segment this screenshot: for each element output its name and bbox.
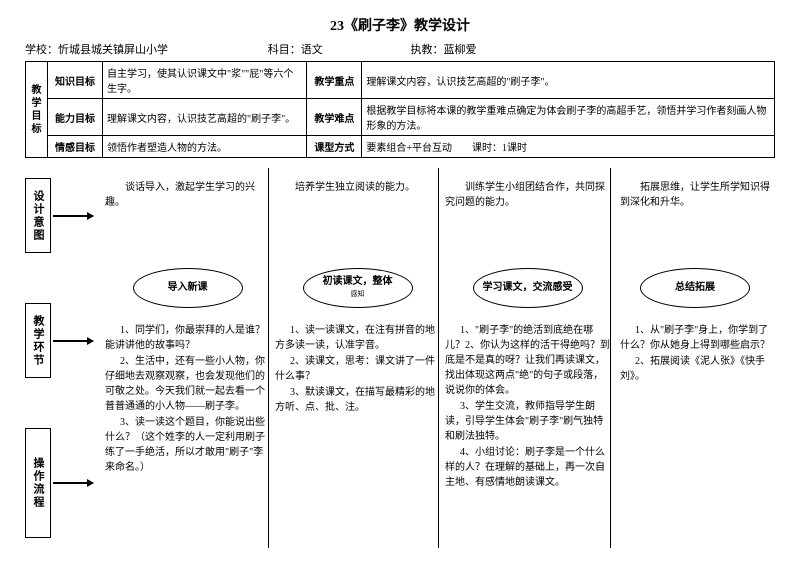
intent-text: 培养学生独立阅读的能力。 — [275, 168, 440, 248]
ops-item: 2、拓展阅读《泥人张》《快手刘》。 — [620, 354, 770, 384]
ops-item: 1、读一读课文，在注有拼音的地方多读一读，认准字音。 — [275, 323, 440, 353]
r2-label2: 教学难点 — [307, 99, 362, 136]
r3-content2: 要素组合+平台互动 课时：1课时 — [362, 136, 775, 158]
ops-item: 4、小组讨论：刷子李是一个什么样的人？在理解的基础上，再一次自主地、有感情地朗读… — [445, 445, 610, 490]
r3-label: 情感目标 — [48, 136, 103, 158]
r1-content: 自主学习，使其认识课文中"浆""屁"等六个生字。 — [103, 62, 307, 99]
phase-ellipse: 导入新课 — [133, 268, 243, 308]
r3-content: 领悟作者塑造人物的方法。 — [103, 136, 307, 158]
ops-item: 3、学生交流，教师指导学生朗读，引导学生体会"刷子李"刷气独特和刷法独特。 — [445, 399, 610, 444]
flow-area: 设计意图 教学环节 操作流程 谈话导入，激起学生学习的兴趣。 导入新课 1、同学… — [25, 168, 775, 548]
goals-table: 教学目标 知识目标 自主学习，使其认识课文中"浆""屁"等六个生字。 教学重点 … — [25, 61, 775, 158]
ops-item: 1、从"刷子李"身上，你学到了什么？你从她身上得到哪些启示？ — [620, 323, 770, 353]
arrow-icon — [53, 482, 93, 484]
subject: 科目：语文 — [268, 41, 408, 57]
meta-row: 学校：忻城县城关镇屏山小学 科目：语文 执教：蓝柳爱 — [25, 41, 775, 57]
r2-content: 理解课文内容，认识技艺高超的"刷子李"。 — [103, 99, 307, 136]
column-4: 拓展思维，让学生所学知识得到深化和升华。 总结拓展 1、从"刷子李"身上，你学到… — [620, 168, 770, 385]
teacher: 执教：蓝柳爱 — [411, 41, 551, 57]
column-1: 谈话导入，激起学生学习的兴趣。 导入新课 1、同学们，你最崇拜的人是谁？能讲讲他… — [105, 168, 270, 476]
arrow-icon — [53, 215, 93, 217]
intent-text: 训练学生小组团结合作，共同探究问题的能力。 — [445, 168, 610, 248]
column-3: 训练学生小组团结合作，共同探究问题的能力。 学习课文，交流感受 1、"刷子李"的… — [445, 168, 610, 491]
ops-item: 3、读一读这个题目，你能说出些什么？（这个姓李的人一定利用刷子练了一手绝活，所以… — [105, 415, 270, 475]
divider — [610, 168, 611, 548]
phase-ellipse: 总结拓展 — [640, 268, 750, 308]
r3-label2: 课型方式 — [307, 136, 362, 158]
school: 学校：忻城县城关镇屏山小学 — [25, 41, 265, 57]
ops-item: 3、默读课文，在描写最精彩的地方听、点、批、注。 — [275, 385, 440, 415]
intent-text: 拓展思维，让学生所学知识得到深化和升华。 — [620, 168, 770, 248]
r1-label: 知识目标 — [48, 62, 103, 99]
ops-block: 1、"刷子李"的绝活到底绝在哪儿？2、你认为这样的活干得绝吗？到底是不是真的呀？… — [445, 323, 610, 490]
column-2: 培养学生独立阅读的能力。 初读课文，整体 感知 1、读一读课文，在注有拼音的地方… — [275, 168, 440, 416]
phase-ellipse: 学习课文，交流感受 — [473, 268, 583, 308]
ops-item: 1、"刷子李"的绝活到底绝在哪儿？2、你认为这样的活干得绝吗？到底是不是真的呀？… — [445, 323, 610, 398]
ops-item: 2、读课文，思考：课文讲了一件什么事？ — [275, 354, 440, 384]
r1-content2: 理解课文内容，认识技艺高超的"刷子李"。 — [362, 62, 775, 99]
ops-item: 1、同学们，你最崇拜的人是谁？能讲讲他的故事吗？ — [105, 323, 270, 353]
sidebox-phase: 教学环节 — [25, 303, 51, 378]
r1-label2: 教学重点 — [307, 62, 362, 99]
r2-label: 能力目标 — [48, 99, 103, 136]
ops-block: 1、从"刷子李"身上，你学到了什么？你从她身上得到哪些启示？ 2、拓展阅读《泥人… — [620, 323, 770, 384]
sidebox-intent: 设计意图 — [25, 178, 51, 253]
ellipse-sub: 感知 — [351, 288, 365, 300]
arrow-icon — [53, 340, 93, 342]
intent-text: 谈话导入，激起学生学习的兴趣。 — [105, 168, 270, 248]
sidebox-ops: 操作流程 — [25, 428, 51, 538]
ops-block: 1、同学们，你最崇拜的人是谁？能讲讲他的故事吗？ 2、生活中，还有一些小人物，你… — [105, 323, 270, 475]
phase-ellipse: 初读课文，整体 感知 — [303, 268, 413, 308]
ops-block: 1、读一读课文，在注有拼音的地方多读一读，认准字音。 2、读课文，思考：课文讲了… — [275, 323, 440, 415]
goals-header: 教学目标 — [26, 62, 48, 158]
ellipse-title: 初读课文，整体 — [323, 276, 393, 288]
ops-item: 2、生活中，还有一些小人物，你仔细地去观察观察，也会发现他们的可敬之处。今天我们… — [105, 354, 270, 414]
r2-content2: 根据教学目标将本课的教学重难点确定为体会刷子李的高超手艺，领悟并学习作者刻画人物… — [362, 99, 775, 136]
doc-title: 23《刷子李》教学设计 — [25, 15, 775, 35]
